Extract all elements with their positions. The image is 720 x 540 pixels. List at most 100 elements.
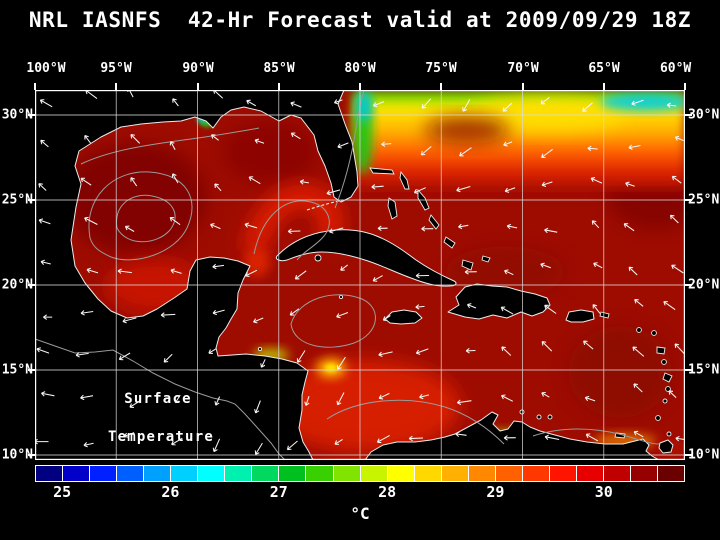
axis-tick	[28, 114, 35, 116]
colorbar-segment	[658, 466, 685, 481]
vector-arrow	[591, 220, 600, 229]
vector-arrow	[382, 315, 391, 321]
vector-arrow	[462, 98, 471, 112]
vector-arrow	[163, 353, 173, 363]
vector-arrow	[43, 314, 53, 320]
vector-arrow	[118, 352, 131, 361]
vector-arrow	[83, 442, 94, 448]
lat-label-left: 30°N	[1, 107, 33, 123]
vector-arrow	[130, 133, 141, 144]
vector-arrow	[246, 99, 257, 107]
vector-arrow	[84, 216, 98, 225]
vector-arrow	[541, 148, 553, 159]
overlay-label-surface: Surface	[124, 391, 191, 407]
map-border	[35, 90, 685, 460]
vector-arrow	[123, 432, 135, 438]
axis-tick	[278, 83, 280, 90]
vector-arrow	[210, 223, 221, 230]
vector-arrow	[160, 312, 176, 318]
vector-arrow	[456, 185, 471, 193]
colorbar-segment	[441, 466, 468, 481]
axis-tick	[115, 83, 117, 90]
vector-arrow	[590, 177, 603, 184]
vector-arrow	[287, 228, 301, 235]
vector-arrow	[377, 225, 388, 232]
vector-arrow	[329, 227, 344, 234]
vector-arrow	[254, 400, 261, 414]
vector-arrow	[634, 298, 644, 307]
lon-label: 60°W	[659, 61, 692, 76]
vector-arrow	[376, 434, 390, 444]
vector-arrow	[378, 351, 393, 358]
vector-arrow	[340, 264, 349, 271]
colorbar-segment	[522, 466, 549, 481]
vector-arrow	[289, 308, 300, 316]
vector-arrow	[169, 216, 181, 226]
vector-arrow	[669, 214, 679, 224]
vector-arrow	[80, 394, 94, 401]
vector-arrow	[415, 348, 429, 355]
vector-arrow	[36, 347, 50, 354]
vector-arrow	[214, 396, 221, 406]
axis-tick	[685, 454, 692, 456]
vector-arrow	[124, 225, 135, 232]
vector-arrow	[631, 99, 644, 106]
axis-tick	[440, 83, 442, 90]
vector-arrow	[40, 139, 49, 148]
vector-arrow	[248, 176, 261, 185]
land-masses	[35, 90, 674, 460]
colorbar-tick-label: 27	[269, 483, 288, 501]
vector-arrow	[583, 340, 594, 350]
vector-arrow	[504, 269, 514, 276]
vector-arrow	[408, 435, 424, 442]
vector-arrow	[540, 96, 550, 105]
vector-field	[35, 90, 685, 455]
colorbar-segment	[360, 466, 387, 481]
vector-arrow	[666, 102, 676, 108]
vector-arrow	[593, 262, 603, 269]
colorbar-segment	[576, 466, 603, 481]
lat-label-right: 10°N	[688, 447, 720, 463]
island-puerto-rico	[565, 309, 595, 323]
axis-tick	[28, 369, 35, 371]
vector-arrow	[212, 263, 225, 270]
overlay-label-temperature: Temperature	[108, 429, 214, 445]
vector-arrow	[372, 101, 385, 108]
colorbar-segment	[36, 466, 63, 481]
small-islands	[257, 167, 673, 439]
vector-arrow	[587, 145, 598, 152]
colorbar-segment	[117, 466, 144, 481]
vector-arrow	[381, 141, 392, 147]
vector-arrow	[80, 310, 94, 316]
vector-arrow	[464, 269, 477, 275]
colorbar-segment	[549, 466, 576, 481]
vector-arrow	[371, 184, 384, 190]
vector-arrow	[544, 304, 557, 314]
vector-arrow	[632, 346, 645, 357]
vector-arrow	[465, 348, 476, 354]
vector-arrow	[504, 187, 516, 193]
colorbar-segment	[252, 466, 279, 481]
vector-arrow	[500, 306, 514, 315]
vector-arrow	[541, 391, 550, 398]
vector-arrow	[127, 90, 134, 98]
vector-arrow	[290, 101, 302, 108]
lat-label-right: 15°N	[688, 362, 720, 378]
colorbar-segment	[468, 466, 495, 481]
vector-arrow	[212, 438, 221, 453]
vector-arrow	[40, 259, 51, 265]
colorbar-tick-label: 29	[486, 483, 505, 501]
colorbar-segment	[306, 466, 333, 481]
pacific-coastline	[35, 338, 286, 460]
vector-arrow	[86, 267, 99, 274]
vector-arrow	[294, 270, 307, 280]
colorbar-segment	[225, 466, 252, 481]
vector-arrow	[336, 356, 346, 370]
island-cuba	[275, 229, 457, 287]
vector-arrow	[458, 223, 469, 230]
lon-label: 65°W	[588, 61, 620, 76]
colorbar-segment	[63, 466, 90, 481]
colorbar-segment	[631, 466, 658, 481]
vector-arrow	[459, 147, 472, 157]
